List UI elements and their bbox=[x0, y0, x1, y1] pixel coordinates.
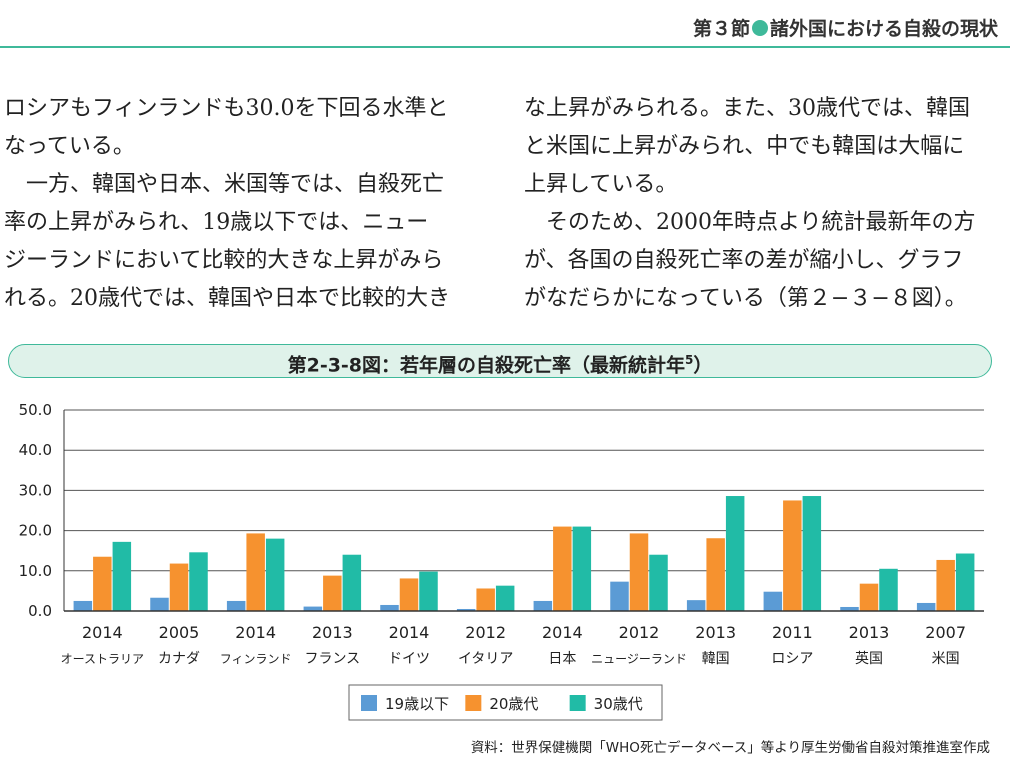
body-line: 一方、韓国や日本、米国等では、自殺死亡 bbox=[4, 172, 445, 197]
x-tick-country-label: オーストラリア bbox=[61, 652, 144, 666]
x-tick-country-label: フィンランド bbox=[220, 652, 292, 666]
bar bbox=[399, 578, 419, 611]
x-tick-year-label: 2014 bbox=[542, 623, 583, 642]
bar bbox=[226, 600, 246, 611]
x-tick-country-label: 韓国 bbox=[702, 651, 730, 667]
x-tick-country-label: フランス bbox=[304, 651, 360, 667]
x-tick-year-label: 2013 bbox=[312, 623, 353, 642]
bar bbox=[150, 597, 169, 611]
bar bbox=[916, 602, 936, 611]
bar bbox=[763, 591, 783, 611]
x-tick-year-label: 2014 bbox=[235, 623, 276, 642]
bar bbox=[189, 552, 208, 611]
body-line: な上昇がみられる。また、30歳代では、韓国 bbox=[524, 96, 970, 121]
bar bbox=[686, 600, 706, 611]
legend-label: 20歳代 bbox=[489, 695, 538, 713]
figure-title-close: ） bbox=[693, 354, 713, 377]
bar bbox=[456, 608, 476, 611]
bar bbox=[323, 575, 342, 611]
body-line: と米国に上昇がみられ、中でも韓国は大幅に bbox=[524, 134, 965, 159]
bar bbox=[802, 496, 822, 611]
legend-label: 30歳代 bbox=[594, 695, 643, 713]
bar bbox=[840, 606, 859, 611]
body-text-left-column: ロシアもフィンランドも30.0を下回る水準と なっている。 一方、韓国や日本、米… bbox=[4, 90, 480, 318]
bar bbox=[533, 600, 553, 611]
bar-chart: 0.0 10.0 20.0 30.0 40.0 50.0 2014 オーストラリア 2005 カナ… bbox=[19, 401, 984, 721]
x-tick-country-label: ドイツ bbox=[388, 651, 430, 667]
x-tick-country-label: ロシア bbox=[771, 651, 813, 667]
section-title: 諸外国における自殺の現状 bbox=[769, 18, 998, 40]
bar bbox=[342, 554, 362, 611]
x-tick-country-label: カナダ bbox=[158, 651, 200, 667]
bar bbox=[610, 581, 629, 611]
bar bbox=[572, 526, 592, 611]
bullet-dot-icon bbox=[751, 19, 768, 36]
y-tick-label: 50.0 bbox=[19, 401, 52, 419]
legend-box bbox=[348, 684, 663, 721]
bar bbox=[955, 553, 975, 611]
bar bbox=[265, 538, 285, 611]
x-tick-year-label: 2011 bbox=[772, 623, 813, 642]
bar bbox=[629, 533, 649, 611]
y-tick-label: 10.0 bbox=[19, 562, 52, 580]
bar bbox=[725, 496, 745, 611]
body-line: れる。20歳代では、韓国や日本で比較的大き bbox=[4, 286, 450, 311]
x-tick-year-label: 2007 bbox=[925, 623, 966, 642]
bar bbox=[303, 606, 323, 611]
x-tick-year-label: 2012 bbox=[619, 623, 660, 642]
bar bbox=[783, 500, 802, 611]
figure-title-superscript: 5 bbox=[685, 353, 694, 367]
x-tick-year-label: 2013 bbox=[849, 623, 890, 642]
bar bbox=[169, 563, 189, 611]
bar bbox=[553, 526, 572, 611]
y-tick-label: 0.0 bbox=[28, 602, 52, 620]
figure-title: 第2-3-8図：若年層の自殺死亡率（最新統計年 bbox=[287, 354, 686, 377]
bar bbox=[495, 585, 515, 611]
body-line: ジーランドにおいて比較的大きな上昇がみら bbox=[4, 248, 444, 273]
legend-swatch bbox=[569, 695, 586, 711]
x-tick-year-label: 2014 bbox=[82, 623, 123, 642]
legend-swatch bbox=[361, 695, 377, 711]
body-line: が、各国の自殺死亡率の差が縮小し、グラフ bbox=[524, 248, 964, 273]
legend-label: 19歳以下 bbox=[385, 695, 449, 713]
y-tick-label: 40.0 bbox=[19, 441, 52, 459]
bar bbox=[112, 541, 132, 611]
body-line: ロシアもフィンランドも30.0を下回る水準と bbox=[4, 96, 449, 121]
body-line: そのため、2000年時点より統計最新年の方 bbox=[524, 210, 976, 235]
bar bbox=[419, 571, 438, 611]
x-tick-year-label: 2012 bbox=[465, 623, 506, 642]
source-note: 資料：世界保健機関「WHO死亡データベース」等より厚生労働省自殺対策推進室作成 bbox=[470, 740, 990, 756]
bar bbox=[936, 559, 955, 611]
bar bbox=[73, 600, 93, 611]
x-tick-country-label: 米国 bbox=[932, 651, 960, 667]
bar bbox=[380, 604, 399, 611]
figure-title-banner: 第2-3-8図：若年層の自殺死亡率（最新統計年5） bbox=[8, 344, 992, 378]
header-divider bbox=[0, 46, 1010, 48]
y-tick-label: 20.0 bbox=[19, 522, 52, 540]
bar bbox=[476, 588, 495, 611]
bar bbox=[879, 568, 898, 611]
bar bbox=[649, 554, 668, 611]
section-header: 第３節 諸外国における自殺の現状 bbox=[693, 14, 998, 41]
body-line: 率の上昇がみられ、19歳以下では、ニュー bbox=[4, 210, 429, 235]
bar bbox=[93, 556, 112, 611]
x-tick-country-label: ニュージーランド bbox=[591, 652, 687, 666]
bar bbox=[246, 533, 265, 611]
x-tick-country-label: イタリア bbox=[458, 651, 513, 667]
x-tick-country-label: 英国 bbox=[855, 650, 883, 667]
body-text-right-column: な上昇がみられる。また、30歳代では、韓国 と米国に上昇がみられ、中でも韓国は大… bbox=[524, 90, 1000, 318]
body-line: がなだらかになっている（第２−３−８図）。 bbox=[524, 286, 967, 311]
body-line: なっている。 bbox=[4, 134, 135, 159]
x-tick-year-label: 2005 bbox=[159, 623, 200, 642]
x-tick-country-label: 日本 bbox=[548, 651, 576, 667]
section-prefix: 第３節 bbox=[692, 18, 750, 40]
y-tick-label: 30.0 bbox=[19, 481, 52, 499]
bar bbox=[859, 583, 879, 611]
body-line: 上昇している。 bbox=[524, 172, 678, 197]
bar bbox=[706, 538, 725, 611]
legend-swatch bbox=[465, 695, 482, 711]
x-tick-year-label: 2014 bbox=[389, 623, 430, 642]
x-tick-year-label: 2013 bbox=[695, 623, 736, 642]
